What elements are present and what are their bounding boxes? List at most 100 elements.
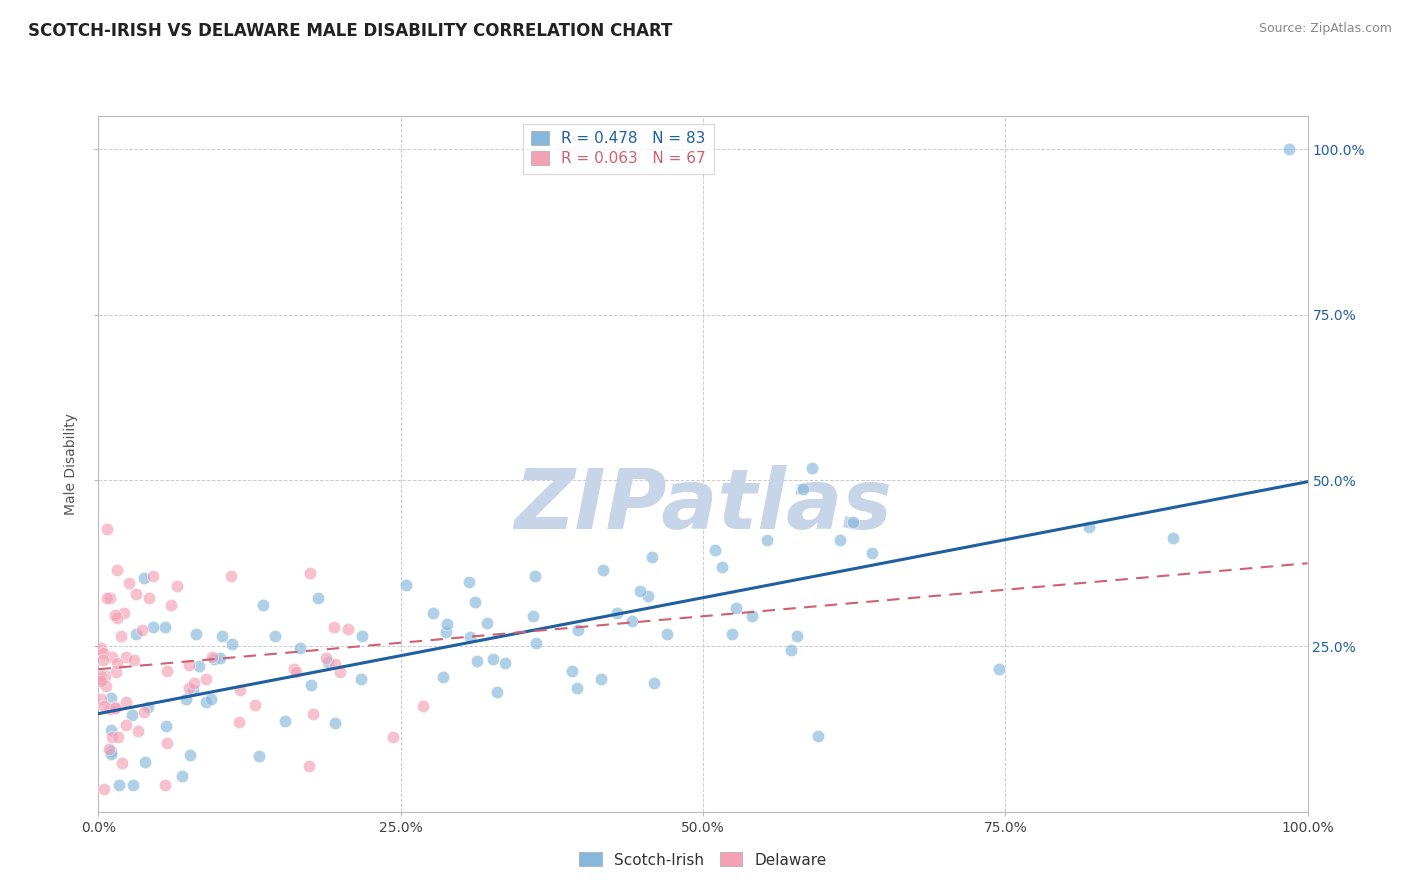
Point (221, 569, 243, 583)
Point (830, 533, 852, 548)
Point (153, 620, 176, 634)
Point (299, 677, 322, 691)
Point (100, 691, 122, 706)
Y-axis label: Male Disability: Male Disability (65, 413, 79, 515)
Text: Source: ZipAtlas.com: Source: ZipAtlas.com (1258, 22, 1392, 36)
Point (100, 730, 122, 744)
Point (94, 669, 117, 683)
Point (132, 571, 155, 585)
Point (118, 576, 141, 591)
Point (100, 747, 122, 761)
Point (628, 583, 651, 598)
Point (114, 718, 136, 732)
Point (195, 672, 218, 686)
Point (329, 665, 352, 679)
Point (100, 743, 122, 757)
Point (100, 723, 122, 738)
Point (97, 742, 120, 756)
Point (422, 606, 444, 620)
Point (315, 651, 337, 665)
Point (186, 626, 208, 640)
Point (302, 707, 325, 722)
Point (201, 650, 224, 665)
Point (485, 685, 508, 699)
Point (105, 610, 128, 624)
Point (166, 579, 188, 593)
Point (721, 627, 744, 641)
Point (792, 482, 814, 496)
Point (522, 609, 544, 624)
Point (307, 591, 329, 606)
Point (202, 652, 225, 666)
Point (801, 461, 824, 475)
Point (436, 616, 458, 631)
Point (988, 662, 1011, 676)
Point (641, 550, 664, 565)
Point (591, 672, 613, 686)
Point (174, 691, 197, 706)
Point (115, 650, 138, 665)
Point (247, 748, 270, 763)
Point (643, 676, 665, 690)
Point (155, 719, 177, 733)
Point (108, 778, 131, 792)
Point (122, 653, 145, 667)
Point (350, 673, 373, 687)
Point (288, 640, 311, 655)
Point (121, 707, 143, 722)
Point (142, 569, 165, 583)
Point (524, 569, 547, 583)
Point (264, 628, 287, 642)
Point (156, 665, 179, 679)
Point (91, 653, 114, 667)
Point (134, 705, 156, 719)
Legend: Scotch-Irish, Delaware: Scotch-Irish, Delaware (574, 847, 832, 873)
Point (285, 665, 308, 679)
Point (1278, 142, 1301, 156)
Point (111, 756, 134, 771)
Point (209, 650, 232, 665)
Point (352, 629, 374, 643)
Point (90, 641, 112, 656)
Point (252, 598, 274, 612)
Point (711, 559, 734, 574)
Point (156, 736, 179, 750)
Point (127, 723, 149, 738)
Point (245, 698, 267, 713)
Point (299, 566, 322, 581)
Point (90, 673, 112, 687)
Point (188, 659, 211, 673)
Point (93, 781, 115, 796)
Point (105, 656, 128, 670)
Point (104, 700, 127, 714)
Point (1163, 531, 1185, 545)
Point (482, 652, 505, 666)
Point (637, 589, 659, 603)
Point (90, 669, 112, 683)
Point (125, 627, 148, 641)
Point (194, 694, 217, 708)
Point (657, 627, 679, 641)
Point (136, 700, 159, 714)
Point (323, 716, 346, 731)
Point (115, 695, 138, 709)
Point (107, 730, 129, 744)
Point (464, 595, 486, 609)
Point (200, 692, 222, 706)
Point (704, 542, 727, 557)
Point (395, 578, 418, 592)
Point (142, 620, 165, 634)
Point (465, 654, 488, 668)
Point (567, 623, 589, 637)
Point (177, 658, 200, 673)
Text: ZIPatlas: ZIPatlas (515, 465, 891, 546)
Point (494, 656, 516, 670)
Point (94, 679, 117, 693)
Point (91, 646, 114, 660)
Point (756, 533, 779, 547)
Point (807, 729, 830, 743)
Point (1078, 520, 1101, 534)
Text: SCOTCH-IRISH VS DELAWARE MALE DISABILITY CORRELATION CHART: SCOTCH-IRISH VS DELAWARE MALE DISABILITY… (28, 22, 672, 40)
Point (229, 683, 252, 698)
Point (93, 699, 115, 714)
